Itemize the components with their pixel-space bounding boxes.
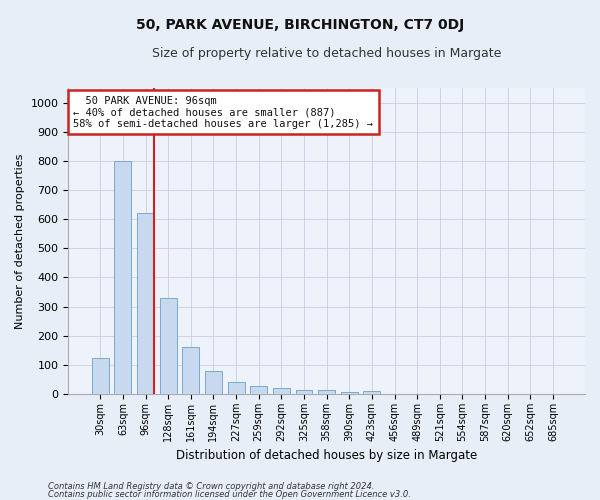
- Y-axis label: Number of detached properties: Number of detached properties: [15, 154, 25, 328]
- Bar: [364, 391, 380, 394]
- Bar: [250, 386, 267, 394]
- Bar: [182, 348, 199, 394]
- Bar: [160, 298, 176, 394]
- Bar: [296, 390, 313, 394]
- X-axis label: Distribution of detached houses by size in Margate: Distribution of detached houses by size …: [176, 450, 477, 462]
- Bar: [341, 392, 358, 394]
- Text: Contains public sector information licensed under the Open Government Licence v3: Contains public sector information licen…: [48, 490, 411, 499]
- Title: Size of property relative to detached houses in Margate: Size of property relative to detached ho…: [152, 48, 502, 60]
- Bar: [227, 382, 245, 394]
- Bar: [273, 388, 290, 394]
- Text: 50, PARK AVENUE, BIRCHINGTON, CT7 0DJ: 50, PARK AVENUE, BIRCHINGTON, CT7 0DJ: [136, 18, 464, 32]
- Text: Contains HM Land Registry data © Crown copyright and database right 2024.: Contains HM Land Registry data © Crown c…: [48, 482, 374, 491]
- Bar: [115, 161, 131, 394]
- Bar: [92, 358, 109, 394]
- Bar: [205, 370, 222, 394]
- Bar: [137, 214, 154, 394]
- Text: 50 PARK AVENUE: 96sqm
← 40% of detached houses are smaller (887)
58% of semi-det: 50 PARK AVENUE: 96sqm ← 40% of detached …: [73, 96, 373, 129]
- Bar: [318, 390, 335, 394]
